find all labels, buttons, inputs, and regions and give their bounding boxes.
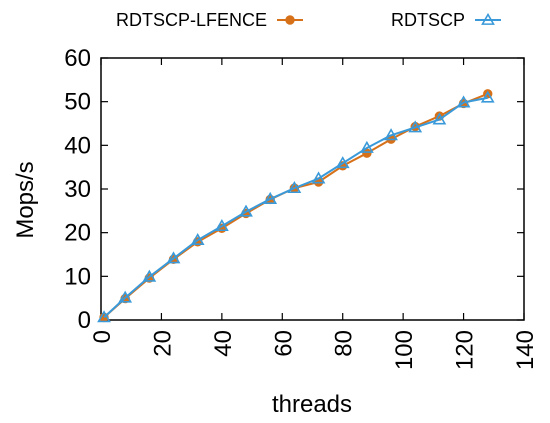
- y-tick-label: 0: [78, 307, 91, 334]
- data-point: [456, 95, 471, 108]
- y-tick-label: 50: [64, 89, 91, 116]
- y-tick-label: 10: [64, 263, 91, 290]
- series-layer: [97, 89, 495, 323]
- data-point: [384, 128, 398, 141]
- data-point: [480, 90, 495, 103]
- x-axis: 0 20 40 60 80 100 120 140: [89, 58, 539, 370]
- series-line: [103, 92, 489, 319]
- data-point: [118, 290, 133, 303]
- data-point: [263, 191, 278, 204]
- data-point: [360, 140, 374, 153]
- data-point: [214, 219, 229, 232]
- y-tick-label: 30: [64, 176, 91, 203]
- x-tick-label: 20: [149, 330, 176, 357]
- data-point: [287, 181, 302, 194]
- legend-label: RDTSCP-LFENCE: [116, 10, 267, 30]
- x-tick-label: 40: [210, 330, 237, 357]
- x-axis-label: threads: [272, 391, 352, 418]
- legend: RDTSCP-LFENCE RDTSCP: [116, 10, 501, 30]
- x-tick-label: 120: [452, 330, 479, 370]
- data-point: [311, 171, 326, 184]
- data-point: [142, 269, 157, 282]
- data-point: [239, 204, 253, 217]
- series-rdtscp: [97, 90, 495, 323]
- data-point: [408, 120, 423, 133]
- plot-frame: [100, 57, 525, 321]
- data-point: [166, 251, 181, 264]
- x-tick-label: 100: [391, 330, 418, 370]
- y-tick-label: 40: [64, 132, 91, 159]
- y-tick-label: 20: [64, 220, 91, 247]
- x-tick-label: 140: [512, 330, 539, 370]
- y-axis: 0 10 20 30 40 50 60: [64, 45, 524, 334]
- legend-marker: [481, 12, 495, 25]
- x-tick-label: 0: [89, 330, 116, 343]
- data-point: [190, 232, 205, 246]
- y-axis-label: Mops/s: [12, 161, 39, 238]
- data-point: [432, 112, 447, 125]
- legend-marker: [285, 15, 295, 25]
- x-tick-label: 80: [331, 330, 358, 357]
- data-point: [335, 156, 350, 169]
- y-tick-label: 60: [64, 45, 91, 72]
- series-line: [103, 96, 488, 319]
- x-tick-label: 60: [270, 330, 297, 357]
- data-point: [97, 310, 111, 323]
- legend-label: RDTSCP: [391, 10, 465, 30]
